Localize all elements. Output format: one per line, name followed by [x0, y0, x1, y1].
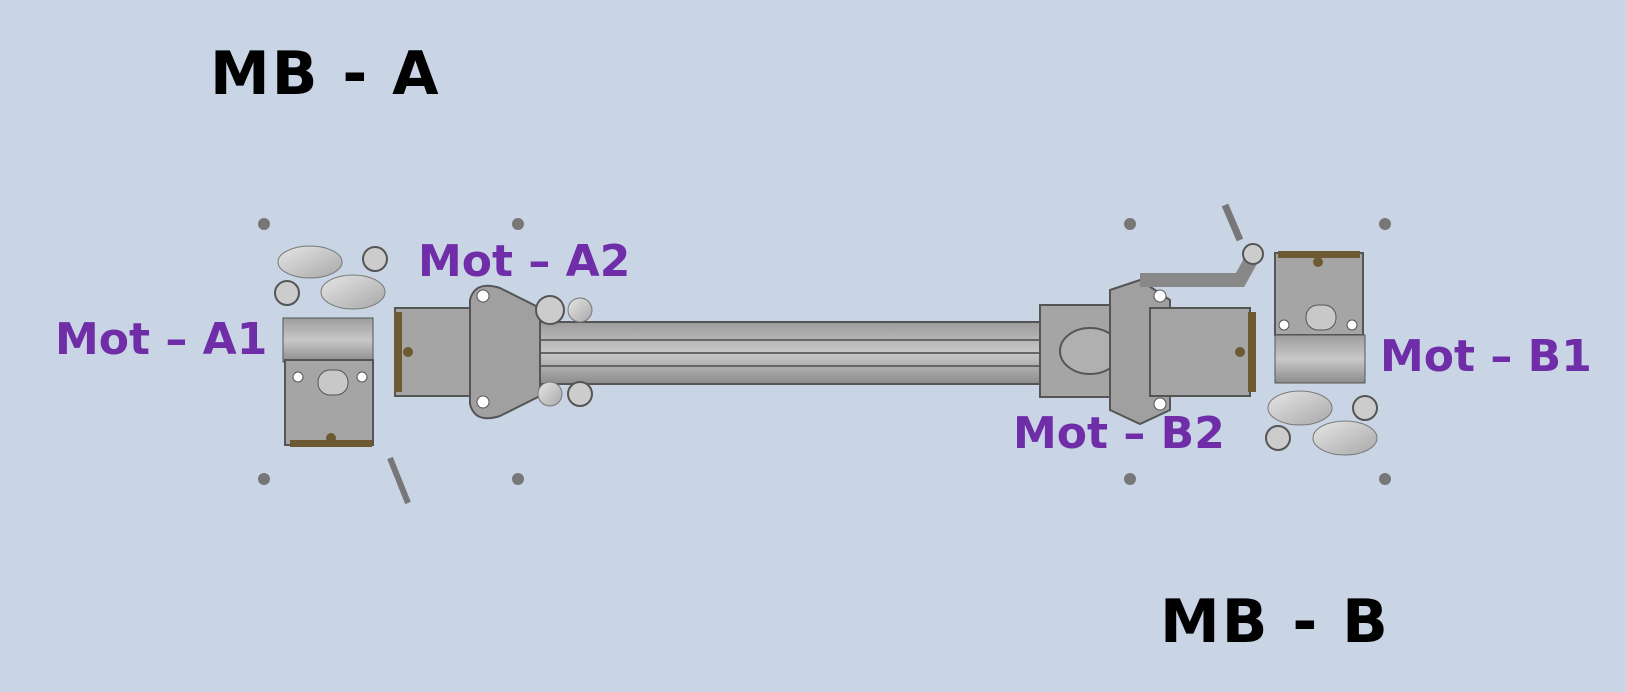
- motor-module-a2: [394, 284, 593, 420]
- motor-label-b1: Mot – B1: [1380, 331, 1592, 382]
- motor-module-a1: [274, 245, 411, 505]
- motor-module-b1: [1265, 251, 1378, 456]
- reference-points: [258, 218, 1391, 485]
- motor-module-b2: [1039, 203, 1264, 426]
- motor-label-a1: Mot – A1: [55, 314, 268, 365]
- module-label-mb-a: MB - A: [210, 39, 441, 109]
- module-label-mb-b: MB - B: [1160, 587, 1390, 657]
- linear-rail: [469, 321, 1051, 385]
- motor-label-b2: Mot – B2: [1013, 408, 1225, 459]
- motor-label-a2: Mot – A2: [418, 236, 631, 287]
